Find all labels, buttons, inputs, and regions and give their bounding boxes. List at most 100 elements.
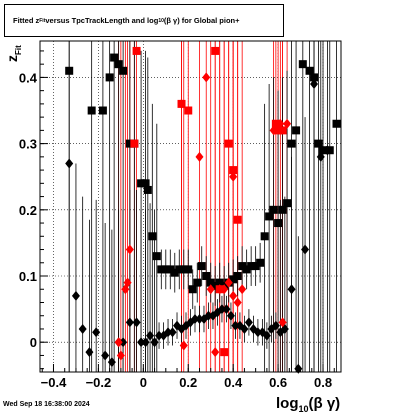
square-marker <box>137 179 146 188</box>
chart-title: Fitted z Fit versus TpcTrackLength and lo… <box>4 4 284 37</box>
square-marker <box>215 278 224 287</box>
square-marker <box>314 139 323 148</box>
square-marker <box>87 106 96 115</box>
diamond-marker <box>101 350 110 361</box>
square-marker <box>184 265 193 274</box>
diamond-marker <box>119 337 128 348</box>
square-marker <box>242 265 251 274</box>
diamond-marker <box>164 327 173 338</box>
square-marker <box>319 146 328 155</box>
diamond-marker <box>179 340 188 351</box>
x-tick-label: 0.2 <box>179 375 197 390</box>
diamond-marker <box>125 244 134 255</box>
square-marker <box>175 265 184 274</box>
square-marker <box>274 126 283 135</box>
square-marker <box>215 285 224 294</box>
square-marker <box>224 139 233 148</box>
y-axis-label: zFit <box>4 45 23 62</box>
diamond-marker <box>132 317 141 328</box>
diamond-marker <box>155 330 164 341</box>
diamond-marker <box>137 337 146 348</box>
x-tick-label: 0.4 <box>224 375 243 390</box>
square-marker <box>193 278 202 287</box>
diamond-marker <box>195 314 204 325</box>
y-tick-label: 0 <box>30 335 37 350</box>
square-marker <box>197 262 206 271</box>
square-marker <box>125 139 134 148</box>
square-marker <box>271 119 280 128</box>
diamond-marker <box>150 337 159 348</box>
diamond-marker <box>310 79 319 90</box>
diamond-marker <box>123 277 132 288</box>
diamond-marker <box>65 158 74 169</box>
diamond-marker <box>253 327 262 338</box>
diamond-marker <box>71 290 80 301</box>
square-marker <box>202 272 211 281</box>
diamond-marker <box>316 151 325 162</box>
square-marker <box>132 46 141 55</box>
diamond-marker <box>262 330 271 341</box>
diamond-marker <box>278 317 287 328</box>
diamond-marker <box>78 323 87 334</box>
x-tick-label: −0.2 <box>86 375 112 390</box>
square-marker <box>238 262 247 271</box>
square-marker <box>233 272 242 281</box>
square-marker <box>170 268 179 277</box>
diamond-marker <box>287 284 296 295</box>
diamond-marker <box>168 327 177 338</box>
diamond-marker <box>226 310 235 321</box>
x-axis-label: log10(β γ) <box>276 395 340 414</box>
diamond-marker <box>190 314 199 325</box>
diamond-marker <box>211 347 220 358</box>
square-marker <box>310 73 319 82</box>
square-marker <box>166 265 175 274</box>
square-marker <box>184 106 193 115</box>
diamond-marker <box>217 304 226 315</box>
diamond-marker <box>240 323 249 334</box>
square-marker <box>141 179 150 188</box>
square-marker <box>274 219 283 228</box>
diamond-marker <box>222 304 231 315</box>
diamond-marker <box>244 317 253 328</box>
diamond-marker <box>146 330 155 341</box>
plot-frame <box>39 40 342 373</box>
square-marker <box>177 99 186 108</box>
square-marker <box>65 66 74 75</box>
square-marker <box>179 265 188 274</box>
square-marker <box>256 258 265 267</box>
y-tick-label: 0.4 <box>19 70 38 85</box>
timestamp-footer: Wed Sep 18 16:38:00 2024 <box>3 401 90 408</box>
square-marker <box>161 265 170 274</box>
x-tick-label: 0 <box>140 375 147 390</box>
square-marker <box>260 232 269 241</box>
square-marker <box>130 139 139 148</box>
square-marker <box>105 73 114 82</box>
diamond-marker <box>271 320 280 331</box>
diamond-marker <box>195 151 204 162</box>
square-marker <box>278 126 287 135</box>
diamond-marker <box>121 284 130 295</box>
x-tick-label: 0.6 <box>269 375 287 390</box>
square-marker <box>211 46 220 55</box>
diamond-marker <box>229 171 238 182</box>
square-marker <box>269 205 278 214</box>
square-marker <box>206 278 215 287</box>
square-marker <box>98 106 107 115</box>
diamond-marker <box>283 118 292 129</box>
square-marker <box>305 66 314 75</box>
diamond-marker <box>238 284 247 295</box>
square-marker <box>157 265 166 274</box>
diamond-marker <box>206 284 215 295</box>
data-markers <box>65 46 341 374</box>
y-axis-ticks: 0 0.1 0.2 0.3 0.4 <box>19 50 48 370</box>
square-marker <box>143 185 152 194</box>
diamond-marker <box>231 320 240 331</box>
y-tick-label: 0.2 <box>19 203 37 218</box>
diamond-marker <box>224 277 233 288</box>
square-marker <box>287 139 296 148</box>
x-tick-label: 0.8 <box>314 375 332 390</box>
diamond-marker <box>233 297 242 308</box>
square-marker <box>188 285 197 294</box>
square-marker <box>229 166 238 175</box>
